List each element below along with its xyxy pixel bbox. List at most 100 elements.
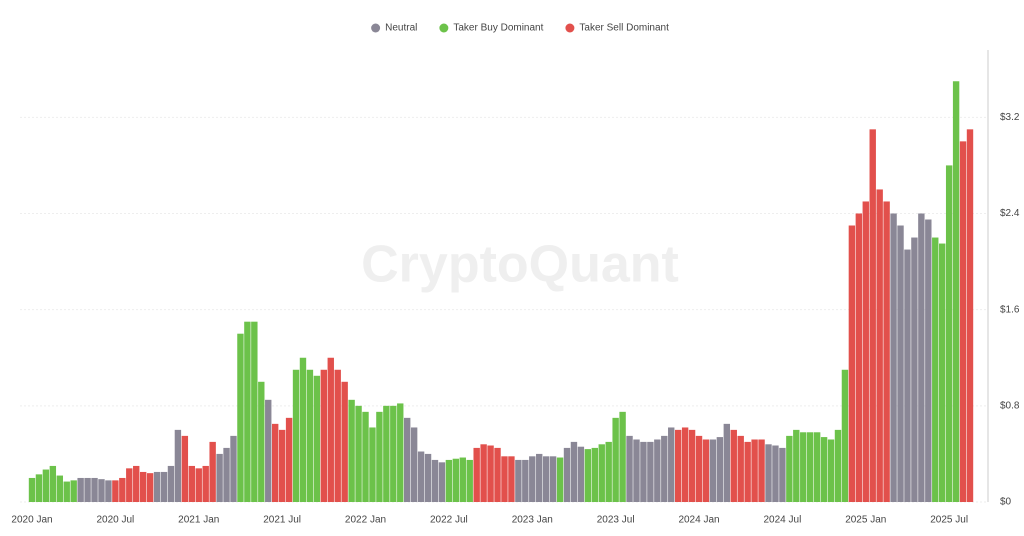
bar [77,477,84,502]
bar [695,435,703,502]
bar [202,465,209,502]
bar [612,417,619,502]
bar [334,369,341,502]
bar [362,411,369,502]
bar [390,405,397,502]
bar [723,423,731,502]
bar [966,129,974,502]
bar [397,403,404,502]
bar [278,429,286,502]
bar [431,459,439,502]
bar [529,456,536,502]
bar [876,189,883,502]
bar [605,441,612,502]
bar [306,369,314,502]
bar [348,399,355,502]
y-tick-label: $0.8 [1000,400,1020,411]
bar [716,437,724,502]
bar [570,441,578,502]
bar [918,213,925,502]
bar [827,439,835,502]
bar [299,357,307,502]
bar [91,477,98,502]
bar [452,458,460,502]
legend-label: Neutral [385,23,417,34]
bar [153,471,161,502]
bar [744,441,751,502]
bar [42,469,50,502]
bar [890,213,897,502]
bar [376,411,383,502]
bar [271,423,279,502]
x-tick-label: 2023 Jul [597,515,635,526]
bar [536,453,543,502]
bar [70,480,77,502]
bar [751,439,758,502]
bar [779,447,786,502]
bar [417,451,425,502]
bar [188,465,196,502]
bar [709,439,717,502]
bar [897,225,904,503]
x-tick-label: 2023 Jan [512,515,553,526]
bar [98,479,105,502]
bar [459,457,466,502]
bar [49,465,57,502]
x-tick-label: 2021 Jul [263,515,301,526]
bar [105,480,112,502]
bar [181,435,189,502]
bar [410,427,418,502]
x-tick-label: 2022 Jan [345,515,386,526]
bar [647,441,654,502]
bar [584,449,592,502]
bar [959,141,967,503]
bar [313,375,321,502]
bar [327,357,334,502]
bar [702,439,710,502]
bar [730,429,737,502]
bar [737,435,744,502]
bar [549,456,557,502]
bar [661,435,668,502]
bar [223,447,230,502]
bar [258,381,265,502]
bar [244,321,251,502]
bar [952,81,960,503]
bar [834,429,842,502]
bar [133,465,140,502]
bar [126,468,133,502]
bar [542,456,550,502]
bar [619,411,626,502]
bar [424,453,432,502]
bar [341,381,348,502]
bar [932,237,939,502]
bar [383,405,390,502]
x-tick-label: 2021 Jan [178,515,219,526]
watermark: CryptoQuant [361,236,679,294]
y-tick-label: $0 [1000,497,1012,508]
bar [515,459,522,502]
bar [112,480,119,502]
bar [806,432,814,502]
x-tick-label: 2024 Jul [763,515,801,526]
bar [404,417,411,502]
bar [848,225,856,503]
bar [939,243,946,503]
bar [800,432,807,502]
y-tick-label: $1.6 [1000,304,1020,315]
bar [445,459,453,502]
x-tick-label: 2020 Jul [96,515,134,526]
bar [633,439,640,502]
bar [820,437,828,502]
bar [119,477,126,502]
x-tick-label: 2022 Jul [430,515,468,526]
bar [174,429,182,502]
bar [28,477,36,502]
bar [216,453,223,502]
bar [654,439,661,502]
bar [139,471,147,502]
legend-label: Taker Sell Dominant [579,23,669,34]
bar [501,456,508,502]
bar [355,405,362,502]
